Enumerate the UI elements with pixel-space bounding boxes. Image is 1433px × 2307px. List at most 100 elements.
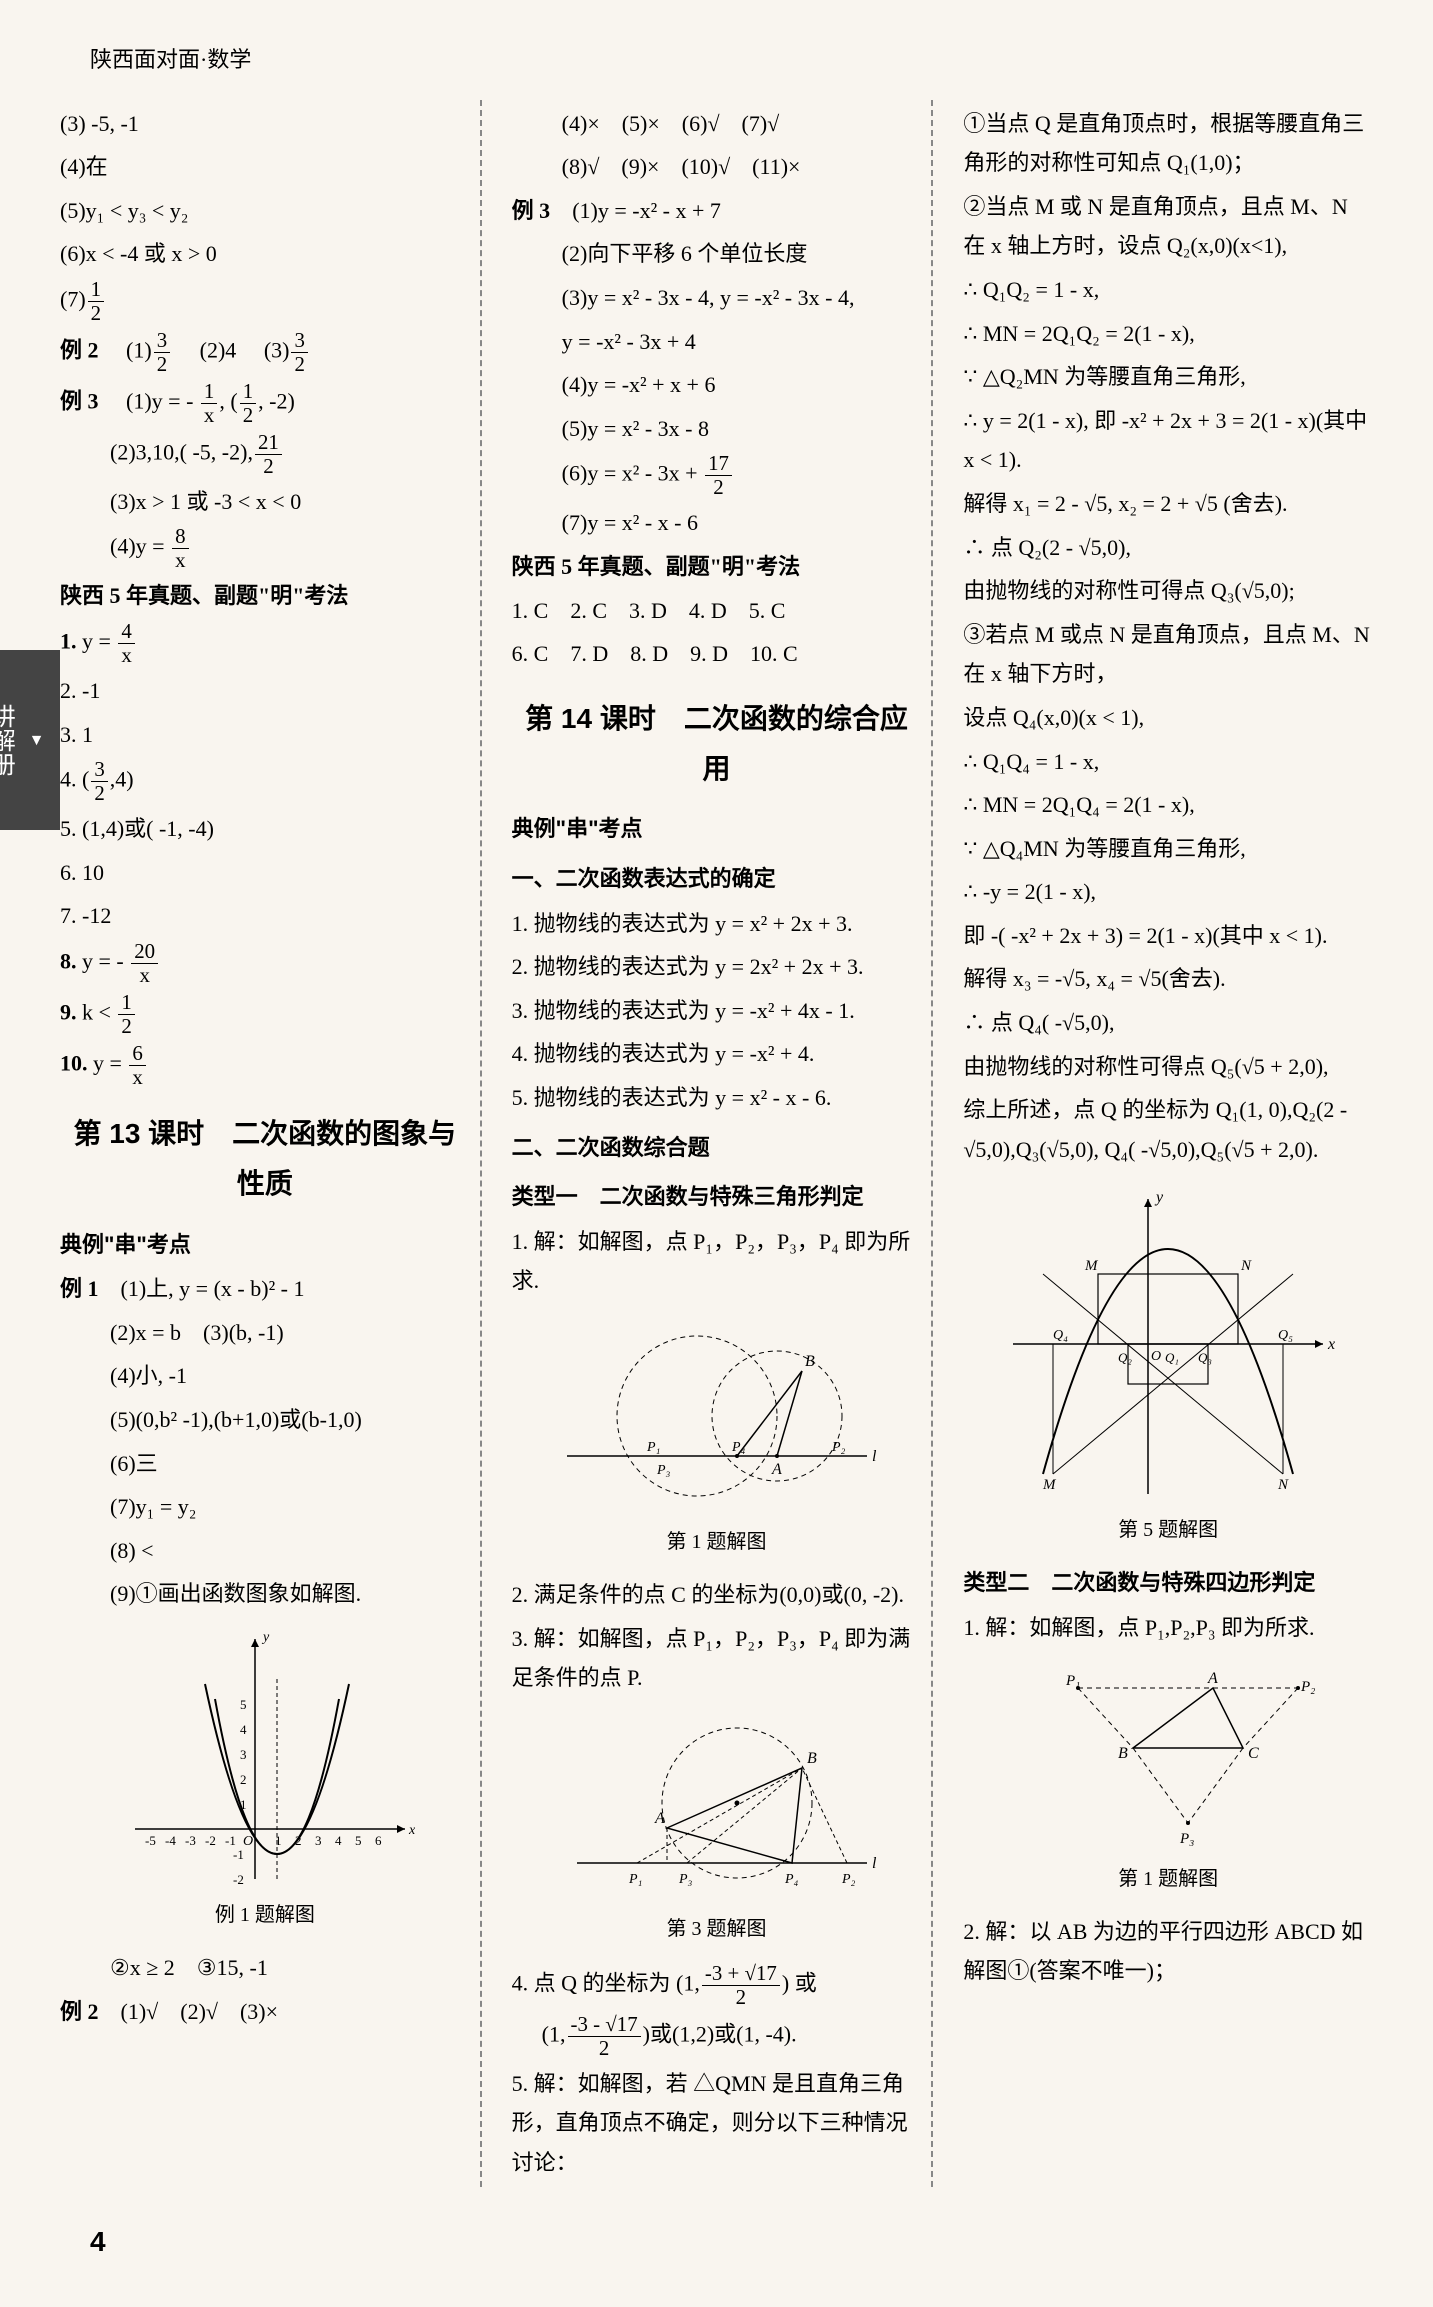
ex3-7: (7)y = x² - x - 6 bbox=[512, 503, 922, 543]
ex1-8: (8) < bbox=[60, 1531, 470, 1571]
ex3-4: (4)y = -x² + x + 6 bbox=[512, 365, 922, 405]
s1-4: 4. 抛物线的表达式为 y = -x² + 4. bbox=[512, 1034, 922, 1074]
fig1-cap: 第 1 题解图 bbox=[512, 1524, 922, 1560]
svg-text:x: x bbox=[1327, 1336, 1335, 1353]
t1-4b: (1,-3 - √172)或(1,2)或(1, -4). bbox=[512, 2013, 922, 2060]
svg-text:Q₄: Q₄ bbox=[1053, 1328, 1068, 1343]
q9: 9. k < 12 bbox=[60, 991, 470, 1038]
column-2: (4)× (5)× (6)√ (7)√ (8)√ (9)× (10)√ (11)… bbox=[502, 100, 934, 2187]
svg-text:B: B bbox=[1118, 1745, 1128, 1762]
ex3-2: (2)向下平移 6 个单位长度 bbox=[512, 234, 922, 274]
real-questions-title: 陕西 5 年真题、副题"明"考法 bbox=[60, 576, 470, 616]
svg-text:Q₂: Q₂ bbox=[1118, 1350, 1132, 1365]
diagram-quad: A B C P₁ P₂ P₃ 第 1 题解图 bbox=[963, 1663, 1373, 1897]
section-2: 二、二次函数综合题 bbox=[512, 1128, 922, 1168]
side-tab: 讲解册 bbox=[0, 650, 60, 830]
fig5-caption: 第 5 题解图 bbox=[963, 1512, 1373, 1548]
t1-4: 4. 点 Q 的坐标为 (1,-3 + √172) 或 bbox=[512, 1962, 922, 2009]
example-3-1: 例 3 (1)y = - 1x, (12, -2) bbox=[60, 380, 470, 427]
svg-text:Q₃: Q₃ bbox=[1198, 1350, 1212, 1365]
q6: 6. 10 bbox=[60, 853, 470, 893]
svg-text:4: 4 bbox=[240, 1722, 247, 1737]
page-header: 陕西面对面·数学 bbox=[50, 40, 1383, 80]
svg-text:5: 5 bbox=[240, 1697, 247, 1712]
svg-text:1: 1 bbox=[275, 1833, 282, 1848]
ex1-6: (6)三 bbox=[60, 1444, 470, 1484]
q7: 7. -12 bbox=[60, 896, 470, 936]
svg-text:3: 3 bbox=[240, 1747, 247, 1762]
svg-text:-5: -5 bbox=[145, 1833, 156, 1848]
case3c: ∴ Q₁Q₄ = 1 - x, bbox=[963, 742, 1373, 782]
case3j: 由抛物线的对称性可得点 Q₅(√5 + 2,0), bbox=[963, 1047, 1373, 1087]
s1-1: 1. 抛物线的表达式为 y = x² + 2x + 3. bbox=[512, 904, 922, 944]
q3: 3. 1 bbox=[60, 715, 470, 755]
svg-text:y: y bbox=[261, 1630, 270, 1645]
case3a: ③若点 M 或点 N 是直角顶点，且点 M、N 在 x 轴下方时， bbox=[963, 615, 1373, 694]
answers-1: 1. C 2. C 3. D 4. D 5. C bbox=[512, 591, 922, 631]
ex3-6: (6)y = x² - 3x + 172 bbox=[512, 452, 922, 499]
ex1-2: (2)x = b (3)(b, -1) bbox=[60, 1313, 470, 1353]
svg-text:P₂: P₂ bbox=[1300, 1679, 1315, 1695]
svg-text:2: 2 bbox=[240, 1772, 247, 1787]
q10: 10. y = 6x bbox=[60, 1042, 470, 1089]
ex3-1: 例 3 (1)y = -x² - x + 7 bbox=[512, 191, 922, 231]
case2c: ∴ MN = 2Q₁Q₂ = 2(1 - x), bbox=[963, 314, 1373, 354]
q1: 1. 1. y = y = 4x bbox=[60, 620, 470, 667]
q5: 5. (1,4)或( -1, -4) bbox=[60, 809, 470, 849]
text-line: (6)x < -4 或 x > 0 bbox=[60, 234, 470, 274]
svg-text:-2: -2 bbox=[205, 1833, 216, 1848]
svg-text:-3: -3 bbox=[185, 1833, 196, 1848]
ex2-cont: (4)× (5)× (6)√ (7)√ bbox=[512, 104, 922, 144]
case2f: 解得 x₁ = 2 - √5, x₂ = 2 + √5 (舍去). bbox=[963, 484, 1373, 524]
t1-5: 5. 解：如解图，若 △QMN 是且直角三角形，直角顶点不确定，则分以下三种情况… bbox=[512, 2064, 922, 2183]
s1-5: 5. 抛物线的表达式为 y = x² - x - 6. bbox=[512, 1078, 922, 1118]
svg-text:A: A bbox=[771, 1461, 782, 1478]
text-line: (3) -5, -1 bbox=[60, 104, 470, 144]
ex1-7: (7)y₁ = y₂ bbox=[60, 1487, 470, 1527]
svg-text:O: O bbox=[243, 1834, 253, 1849]
svg-text:Q₁: Q₁ bbox=[1165, 1350, 1179, 1365]
type-2: 类型二 二次函数与特殊四边形判定 bbox=[963, 1563, 1373, 1603]
case2e: ∴ y = 2(1 - x), 即 -x² + 2x + 3 = 2(1 - x… bbox=[963, 401, 1373, 480]
graph-1: x y O -5-4-3 -2-1 123 456 123 45 -1-2 例 … bbox=[60, 1629, 470, 1933]
q4: 4. (32,4) bbox=[60, 758, 470, 805]
ex2-cont2: (8)√ (9)× (10)√ (11)× bbox=[512, 147, 922, 187]
svg-text:N: N bbox=[1240, 1258, 1252, 1274]
ex3-3: (3)y = x² - 3x - 4, y = -x² - 3x - 4, bbox=[512, 278, 922, 318]
text-line: (4)在 bbox=[60, 147, 470, 187]
text-line: (2)3,10,( -5, -2),212 bbox=[60, 431, 470, 478]
q2: 2. -1 bbox=[60, 671, 470, 711]
summary: 综上所述，点 Q 的坐标为 Q₁(1, 0),Q₂(2 - √5,0),Q₃(√… bbox=[963, 1090, 1373, 1169]
example-2: 例 2 (1)32 (2)4 (3)32 bbox=[60, 329, 470, 376]
fig1b-caption: 第 1 题解图 bbox=[963, 1861, 1373, 1897]
t2-2: 2. 解：以 AB 为边的平行四边形 ABCD 如解图①(答案不唯一)； bbox=[963, 1912, 1373, 1991]
case3g: 即 -( -x² + 2x + 3) = 2(1 - x)(其中 x < 1). bbox=[963, 916, 1373, 956]
s1-3: 3. 抛物线的表达式为 y = -x² + 4x - 1. bbox=[512, 991, 922, 1031]
svg-text:P₄: P₄ bbox=[731, 1440, 746, 1455]
lesson-14-title: 第 14 课时 二次函数的综合应用 bbox=[512, 694, 922, 795]
real-q-title: 陕西 5 年真题、副题"明"考法 bbox=[512, 547, 922, 587]
case3i: ∴ 点 Q₄( -√5,0), bbox=[963, 1003, 1373, 1043]
svg-text:B: B bbox=[805, 1353, 815, 1370]
ex1-9: (9)①画出函数图象如解图. bbox=[60, 1574, 470, 1614]
svg-text:M: M bbox=[1084, 1258, 1099, 1274]
svg-text:M: M bbox=[1042, 1477, 1057, 1493]
type-1: 类型一 二次函数与特殊三角形判定 bbox=[512, 1177, 922, 1217]
ex1-5: (5)(0,b² -1),(b+1,0)或(b-1,0) bbox=[60, 1400, 470, 1440]
text-line: (4)y = 8x bbox=[60, 525, 470, 572]
case3b: 设点 Q₄(x,0)(x < 1), bbox=[963, 698, 1373, 738]
case3h: 解得 x₃ = -√5, x₄ = √5(舍去). bbox=[963, 959, 1373, 999]
section-1: 一、二次函数表达式的确定 bbox=[512, 859, 922, 899]
case2a: ②当点 M 或 N 是直角顶点，且点 M、N 在 x 轴上方时，设点 Q₂(x,… bbox=[963, 187, 1373, 266]
ex1-9b: ②x ≥ 2 ③15, -1 bbox=[60, 1948, 470, 1988]
ex3-5: (5)y = x² - 3x - 8 bbox=[512, 409, 922, 449]
t1-3: 3. 解：如解图，点 P₁，P₂，P₃，P₄ 即为满足条件的点 P. bbox=[512, 1619, 922, 1698]
svg-text:P₂: P₂ bbox=[841, 1872, 856, 1887]
svg-text:P₃: P₃ bbox=[1179, 1831, 1194, 1847]
svg-text:C: C bbox=[1248, 1745, 1259, 1762]
svg-text:A: A bbox=[1207, 1670, 1218, 1687]
s1-2: 2. 抛物线的表达式为 y = 2x² + 2x + 3. bbox=[512, 947, 922, 987]
svg-text:B: B bbox=[807, 1750, 817, 1767]
svg-text:l: l bbox=[872, 1448, 877, 1465]
diagram-3: l A B P₁ P₂ P₃ P₄ 第 3 题解图 bbox=[512, 1713, 922, 1947]
